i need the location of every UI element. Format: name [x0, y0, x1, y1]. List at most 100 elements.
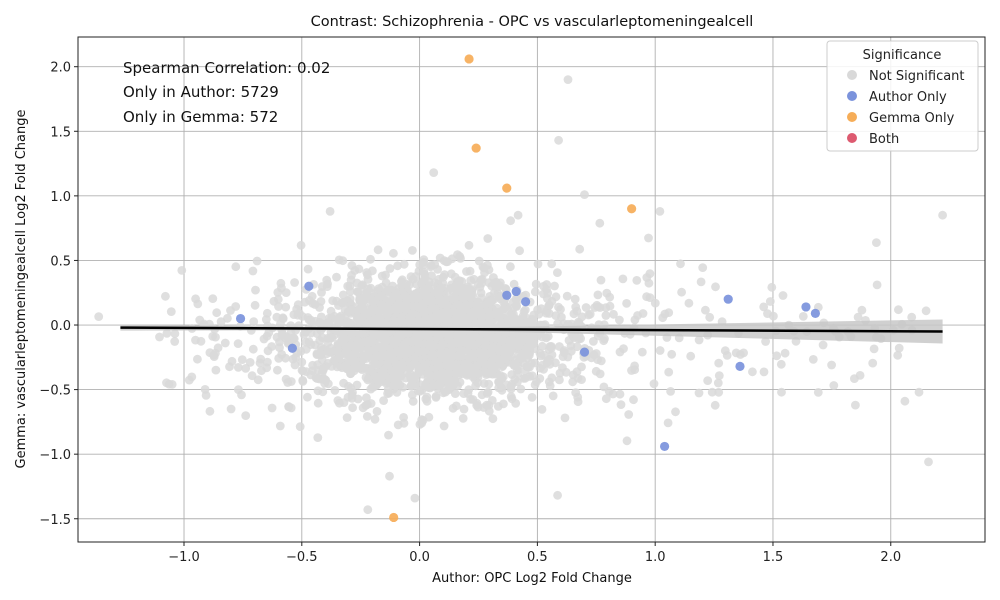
legend-label-gemma-only: Gemma Only	[869, 111, 955, 126]
point-not-significant	[408, 397, 418, 406]
point-author-only	[579, 347, 590, 357]
point-not-significant	[290, 278, 299, 287]
point-not-significant	[483, 234, 493, 243]
point-not-significant	[388, 281, 397, 291]
point-not-significant	[226, 306, 235, 315]
point-not-significant	[533, 259, 543, 269]
point-not-significant	[660, 309, 670, 319]
legend: Significance Not Significant Author Only…	[826, 40, 979, 152]
point-not-significant	[630, 315, 640, 325]
point-not-significant	[487, 333, 497, 343]
point-not-significant	[544, 300, 554, 310]
point-author-only	[287, 343, 297, 353]
point-not-significant	[248, 344, 258, 354]
point-not-significant	[539, 289, 548, 299]
point-not-significant	[318, 387, 328, 397]
point-not-significant	[358, 403, 368, 413]
point-not-significant	[407, 390, 417, 400]
point-not-significant	[924, 457, 933, 467]
point-not-significant	[593, 290, 603, 300]
point-not-significant	[894, 343, 904, 353]
point-not-significant	[439, 421, 449, 431]
point-not-significant	[355, 296, 365, 305]
point-not-significant	[200, 385, 210, 394]
point-not-significant	[191, 294, 201, 304]
point-not-significant	[506, 382, 516, 391]
point-not-significant	[872, 280, 882, 290]
legend-marker-author-only	[847, 91, 857, 101]
point-not-significant	[780, 348, 790, 358]
point-not-significant	[362, 354, 371, 363]
point-not-significant	[383, 389, 392, 398]
point-not-significant	[667, 349, 677, 359]
point-not-significant	[532, 377, 541, 386]
point-not-significant	[637, 347, 647, 357]
point-not-significant	[397, 275, 407, 285]
point-not-significant	[333, 339, 343, 349]
point-not-significant	[372, 407, 382, 416]
point-not-significant	[305, 296, 314, 305]
point-gemma-only	[471, 143, 481, 153]
point-not-significant	[855, 371, 865, 380]
point-not-significant	[261, 315, 271, 324]
point-not-significant	[441, 326, 450, 336]
point-not-significant	[433, 309, 443, 319]
point-not-significant	[921, 306, 931, 316]
point-not-significant	[713, 378, 723, 388]
x-tick-label: 2.0	[880, 550, 901, 565]
point-not-significant	[208, 294, 218, 303]
point-not-significant	[537, 405, 547, 414]
point-not-significant	[406, 272, 416, 282]
point-not-significant	[463, 364, 473, 373]
point-not-significant	[345, 294, 355, 304]
point-not-significant	[545, 342, 555, 351]
point-not-significant	[335, 313, 345, 322]
point-not-significant	[553, 268, 562, 277]
point-not-significant	[250, 300, 260, 310]
y-axis-label: Gemma: vascularleptomeningealcell Log2 F…	[14, 110, 29, 469]
point-not-significant	[220, 338, 230, 348]
y-tick-label: 0.5	[50, 254, 71, 269]
point-not-significant	[778, 291, 788, 300]
point-not-significant	[474, 348, 484, 358]
point-not-significant	[868, 358, 878, 368]
point-not-significant	[361, 373, 371, 382]
point-not-significant	[311, 373, 321, 383]
point-not-significant	[473, 279, 483, 289]
point-not-significant	[404, 316, 414, 326]
point-not-significant	[417, 277, 427, 287]
point-not-significant	[677, 287, 686, 297]
point-not-significant	[366, 254, 375, 264]
point-not-significant	[767, 282, 777, 292]
point-not-significant	[233, 363, 243, 372]
point-not-significant	[663, 418, 673, 428]
point-not-significant	[577, 312, 587, 322]
point-not-significant	[813, 388, 823, 397]
point-not-significant	[404, 294, 414, 304]
point-not-significant	[462, 267, 471, 276]
point-author-only	[502, 290, 512, 300]
point-not-significant	[616, 400, 626, 409]
point-not-significant	[872, 238, 881, 248]
point-not-significant	[761, 337, 770, 346]
point-not-significant	[464, 240, 474, 250]
point-not-significant	[367, 337, 377, 347]
point-not-significant	[275, 421, 285, 431]
point-not-significant	[523, 343, 532, 352]
y-tick-label: −1.0	[39, 448, 71, 463]
point-not-significant	[317, 282, 327, 291]
point-not-significant	[352, 360, 362, 370]
point-not-significant	[321, 375, 331, 385]
point-not-significant	[570, 294, 580, 304]
point-not-significant	[589, 337, 598, 346]
point-not-significant	[322, 275, 332, 285]
point-not-significant	[177, 266, 187, 275]
point-not-significant	[464, 385, 474, 395]
point-not-significant	[480, 360, 490, 369]
point-not-significant	[284, 402, 294, 411]
legend-marker-gemma-only	[847, 112, 857, 122]
point-not-significant	[556, 305, 565, 314]
point-not-significant	[644, 233, 653, 243]
point-not-significant	[318, 365, 328, 375]
